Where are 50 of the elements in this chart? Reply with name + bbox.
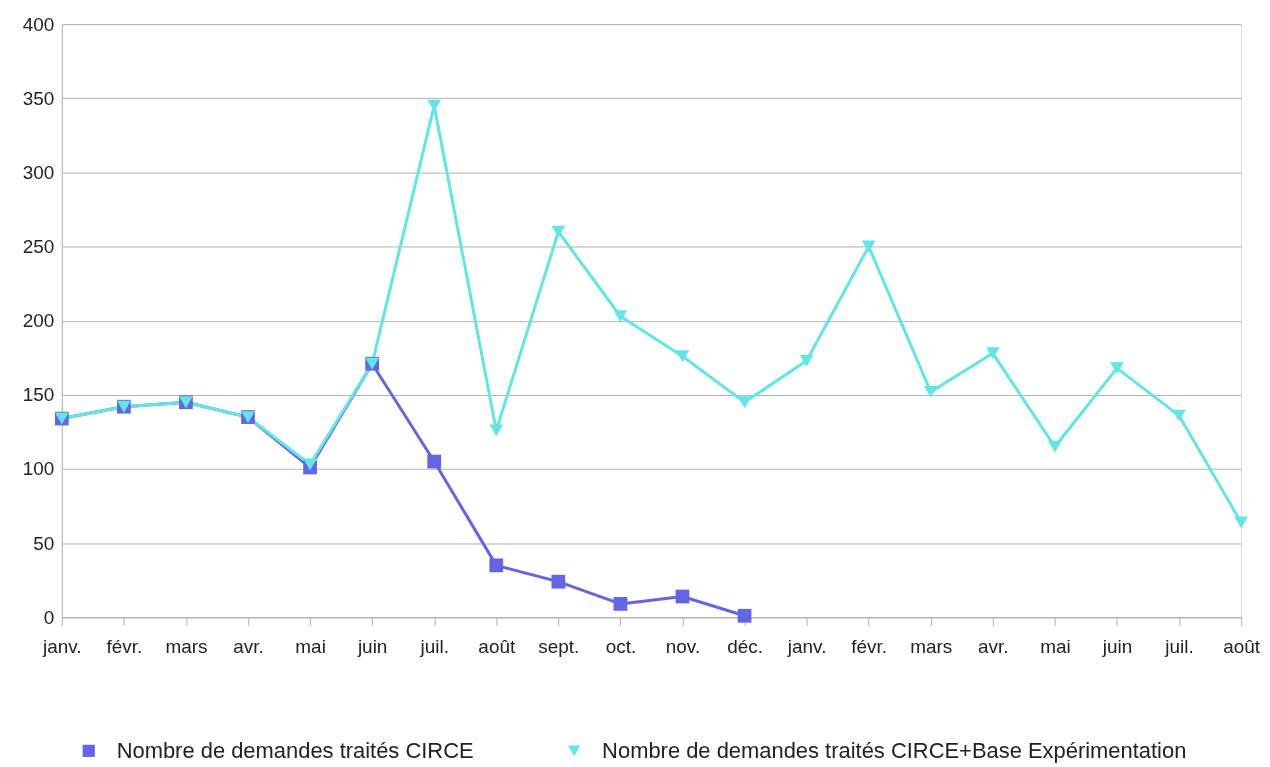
x-tick-label: oct.	[605, 635, 637, 657]
point	[1172, 409, 1186, 422]
legend-label: Nombre de demandes traités CIRCE	[116, 737, 474, 763]
point	[1048, 440, 1062, 453]
point	[427, 454, 442, 469]
x-tick-label: mai	[295, 635, 326, 657]
point	[489, 424, 504, 437]
x-tick-label: sept.	[538, 635, 580, 657]
point	[1110, 362, 1124, 375]
point	[737, 396, 752, 409]
point	[1234, 516, 1248, 529]
x-tick-label: mai	[1040, 635, 1071, 657]
x-tick-label: août	[1223, 635, 1261, 657]
x-tick-label: juil.	[419, 635, 449, 657]
y-tick-label: 400	[22, 13, 55, 35]
legend-label: Nombre de demandes traités CIRCE+Base Expérimentation	[602, 737, 1187, 763]
y-tick-label: 0	[43, 606, 55, 628]
x-tick-label: déc.	[727, 635, 763, 657]
y-tick-label: 50	[33, 532, 55, 554]
y-tick-label: 100	[22, 458, 55, 480]
x-tick-label: juin	[356, 635, 388, 657]
x-tick-label: janv.	[786, 635, 827, 657]
point	[551, 574, 566, 589]
x-tick-label: mars	[165, 635, 208, 657]
point	[923, 385, 938, 398]
point	[737, 608, 752, 623]
point	[861, 240, 876, 253]
x-tick-label: avr.	[233, 635, 264, 657]
y-tick-label: 250	[22, 236, 55, 258]
point	[551, 225, 566, 238]
x-tick-label: juil.	[1164, 635, 1194, 657]
x-tick-label: juin	[1101, 635, 1133, 657]
x-tick-label: févr.	[851, 635, 888, 657]
x-tick-label: nov.	[665, 635, 701, 657]
y-tick-label: 350	[22, 87, 55, 109]
x-tick-label: août	[478, 635, 516, 657]
y-tick-label: 200	[22, 310, 55, 332]
x-tick-label: janv.	[42, 635, 82, 657]
y-tick-label: 300	[22, 161, 55, 183]
point	[799, 354, 814, 367]
point	[303, 458, 317, 471]
y-tick-label: 150	[22, 384, 55, 406]
x-tick-label: mars	[910, 635, 953, 657]
point	[613, 310, 628, 323]
x-tick-label: févr.	[106, 635, 143, 657]
x-tick-label: avr.	[978, 635, 1009, 657]
point	[489, 558, 504, 573]
point	[675, 350, 690, 363]
point	[613, 597, 628, 611]
point	[985, 347, 1000, 360]
